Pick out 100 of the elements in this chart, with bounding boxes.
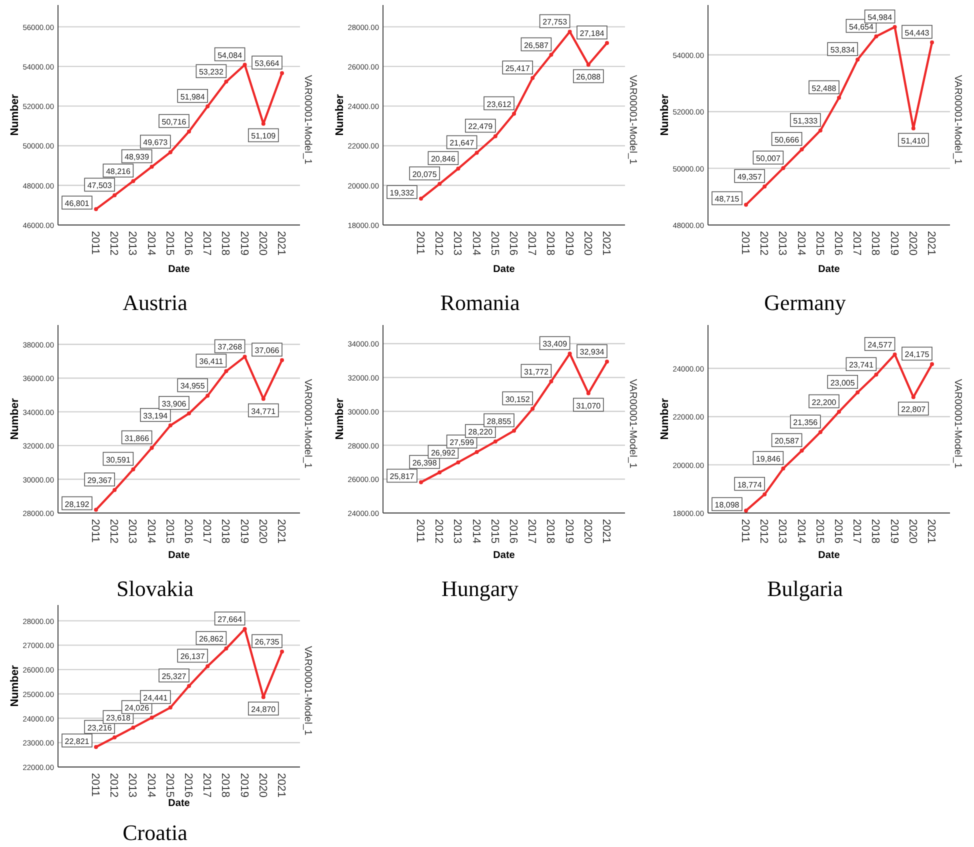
point bbox=[512, 428, 516, 433]
text: VAR00001-Model_1 bbox=[302, 646, 313, 736]
y-axis-title: Number bbox=[9, 398, 21, 440]
x-tick-label: 2020 bbox=[581, 231, 594, 256]
point bbox=[224, 369, 228, 374]
x-axis-title: Date bbox=[818, 264, 840, 275]
data-label: 18,774 bbox=[737, 480, 762, 490]
x-tick-label: 2015 bbox=[813, 231, 826, 256]
point bbox=[911, 126, 916, 130]
point bbox=[150, 164, 154, 169]
point bbox=[94, 508, 98, 512]
point bbox=[419, 196, 423, 201]
x-tick-label: 2018 bbox=[219, 773, 232, 798]
data-label: 24,870 bbox=[251, 705, 276, 714]
data-label: 46,801 bbox=[64, 199, 90, 208]
point bbox=[549, 379, 554, 384]
data-label: 30,152 bbox=[505, 394, 530, 404]
data-label: 37,268 bbox=[218, 342, 243, 352]
data-label: 23,216 bbox=[87, 723, 112, 732]
x-tick-label: 2021 bbox=[925, 519, 937, 544]
point bbox=[112, 488, 117, 492]
point bbox=[892, 352, 897, 356]
data-label: 27,184 bbox=[580, 28, 605, 38]
x-tick-label: 2021 bbox=[275, 519, 287, 544]
text: VAR00001-Model_1 bbox=[952, 379, 963, 469]
data-label: 23,005 bbox=[830, 378, 856, 388]
point bbox=[892, 25, 897, 29]
x-tick-label: 2016 bbox=[507, 231, 519, 256]
data-label: 36,411 bbox=[199, 357, 224, 366]
x-tick-label: 2012 bbox=[432, 519, 445, 544]
x-tick-label: 2014 bbox=[794, 519, 807, 544]
x-tick-label: 2014 bbox=[144, 773, 157, 798]
data-label: 26,992 bbox=[430, 448, 456, 458]
x-tick-label: 2015 bbox=[488, 519, 500, 544]
x-tick-label: 2013 bbox=[451, 519, 464, 544]
x-tick-label: 2011 bbox=[89, 519, 101, 543]
data-label: 25,417 bbox=[505, 64, 530, 73]
point bbox=[187, 130, 191, 134]
point bbox=[206, 104, 210, 108]
data-label: 50,716 bbox=[162, 118, 187, 127]
x-axis-title: Date bbox=[493, 264, 516, 275]
data-label: 25,817 bbox=[390, 472, 415, 482]
data-label: 20,587 bbox=[774, 436, 800, 446]
point bbox=[456, 166, 460, 171]
x-tick-label: 2018 bbox=[869, 231, 882, 256]
point bbox=[280, 358, 284, 362]
data-label: 30,591 bbox=[106, 455, 131, 464]
point bbox=[744, 508, 748, 513]
x-tick-label: 2017 bbox=[200, 231, 213, 256]
text: Austria bbox=[122, 290, 188, 315]
point bbox=[874, 34, 878, 38]
point bbox=[150, 446, 154, 450]
point bbox=[837, 410, 841, 414]
data-label: 28,220 bbox=[468, 428, 494, 437]
data-label: 28,855 bbox=[486, 416, 512, 426]
point bbox=[168, 423, 172, 428]
data-label: 54,654 bbox=[848, 22, 874, 32]
text: VAR00001-Model_1 bbox=[302, 75, 313, 165]
data-label: 49,673 bbox=[143, 138, 168, 148]
point bbox=[930, 40, 934, 44]
x-tick-label: 2012 bbox=[108, 231, 120, 256]
x-tick-label: 2021 bbox=[600, 231, 612, 256]
x-tick-label: 2013 bbox=[126, 519, 138, 544]
x-tick-label: 2018 bbox=[544, 519, 556, 544]
data-label: 23,741 bbox=[848, 360, 874, 370]
x-tick-label: 2019 bbox=[562, 231, 575, 256]
data-label: 19,332 bbox=[390, 188, 415, 198]
point bbox=[224, 80, 228, 84]
point bbox=[438, 470, 442, 474]
data-label: 22,807 bbox=[901, 405, 926, 414]
point bbox=[530, 76, 535, 80]
x-tick-label: 2014 bbox=[794, 231, 807, 256]
data-label: 48,216 bbox=[106, 167, 131, 176]
data-label: 54,984 bbox=[868, 13, 893, 22]
y-axis-title: Number bbox=[659, 398, 671, 440]
x-tick-label: 2015 bbox=[488, 231, 500, 256]
text: Germany bbox=[764, 290, 846, 315]
x-tick-label: 2012 bbox=[432, 231, 445, 256]
point bbox=[781, 166, 786, 170]
point bbox=[605, 40, 609, 45]
x-tick-label: 2020 bbox=[581, 519, 594, 544]
data-label: 48,715 bbox=[714, 194, 740, 204]
text: Romania bbox=[440, 290, 520, 315]
x-tick-label: 2017 bbox=[200, 519, 213, 544]
x-tick-label: 2016 bbox=[182, 773, 194, 798]
data-label: 27,664 bbox=[218, 615, 243, 624]
data-label: 54,443 bbox=[904, 28, 930, 38]
x-tick-label: 2011 bbox=[89, 231, 101, 255]
data-label: 21,647 bbox=[450, 138, 475, 148]
x-tick-label: 2013 bbox=[776, 231, 788, 256]
text: Slovakia bbox=[116, 576, 194, 601]
x-tick-label: 2015 bbox=[163, 231, 176, 256]
point bbox=[493, 440, 498, 444]
point bbox=[150, 716, 154, 720]
data-label: 51,410 bbox=[901, 136, 926, 146]
point bbox=[131, 467, 136, 472]
data-label: 18,098 bbox=[714, 500, 740, 510]
x-tick-label: 2015 bbox=[163, 519, 176, 544]
x-tick-label: 2016 bbox=[507, 519, 519, 544]
data-label: 19,846 bbox=[756, 454, 781, 464]
